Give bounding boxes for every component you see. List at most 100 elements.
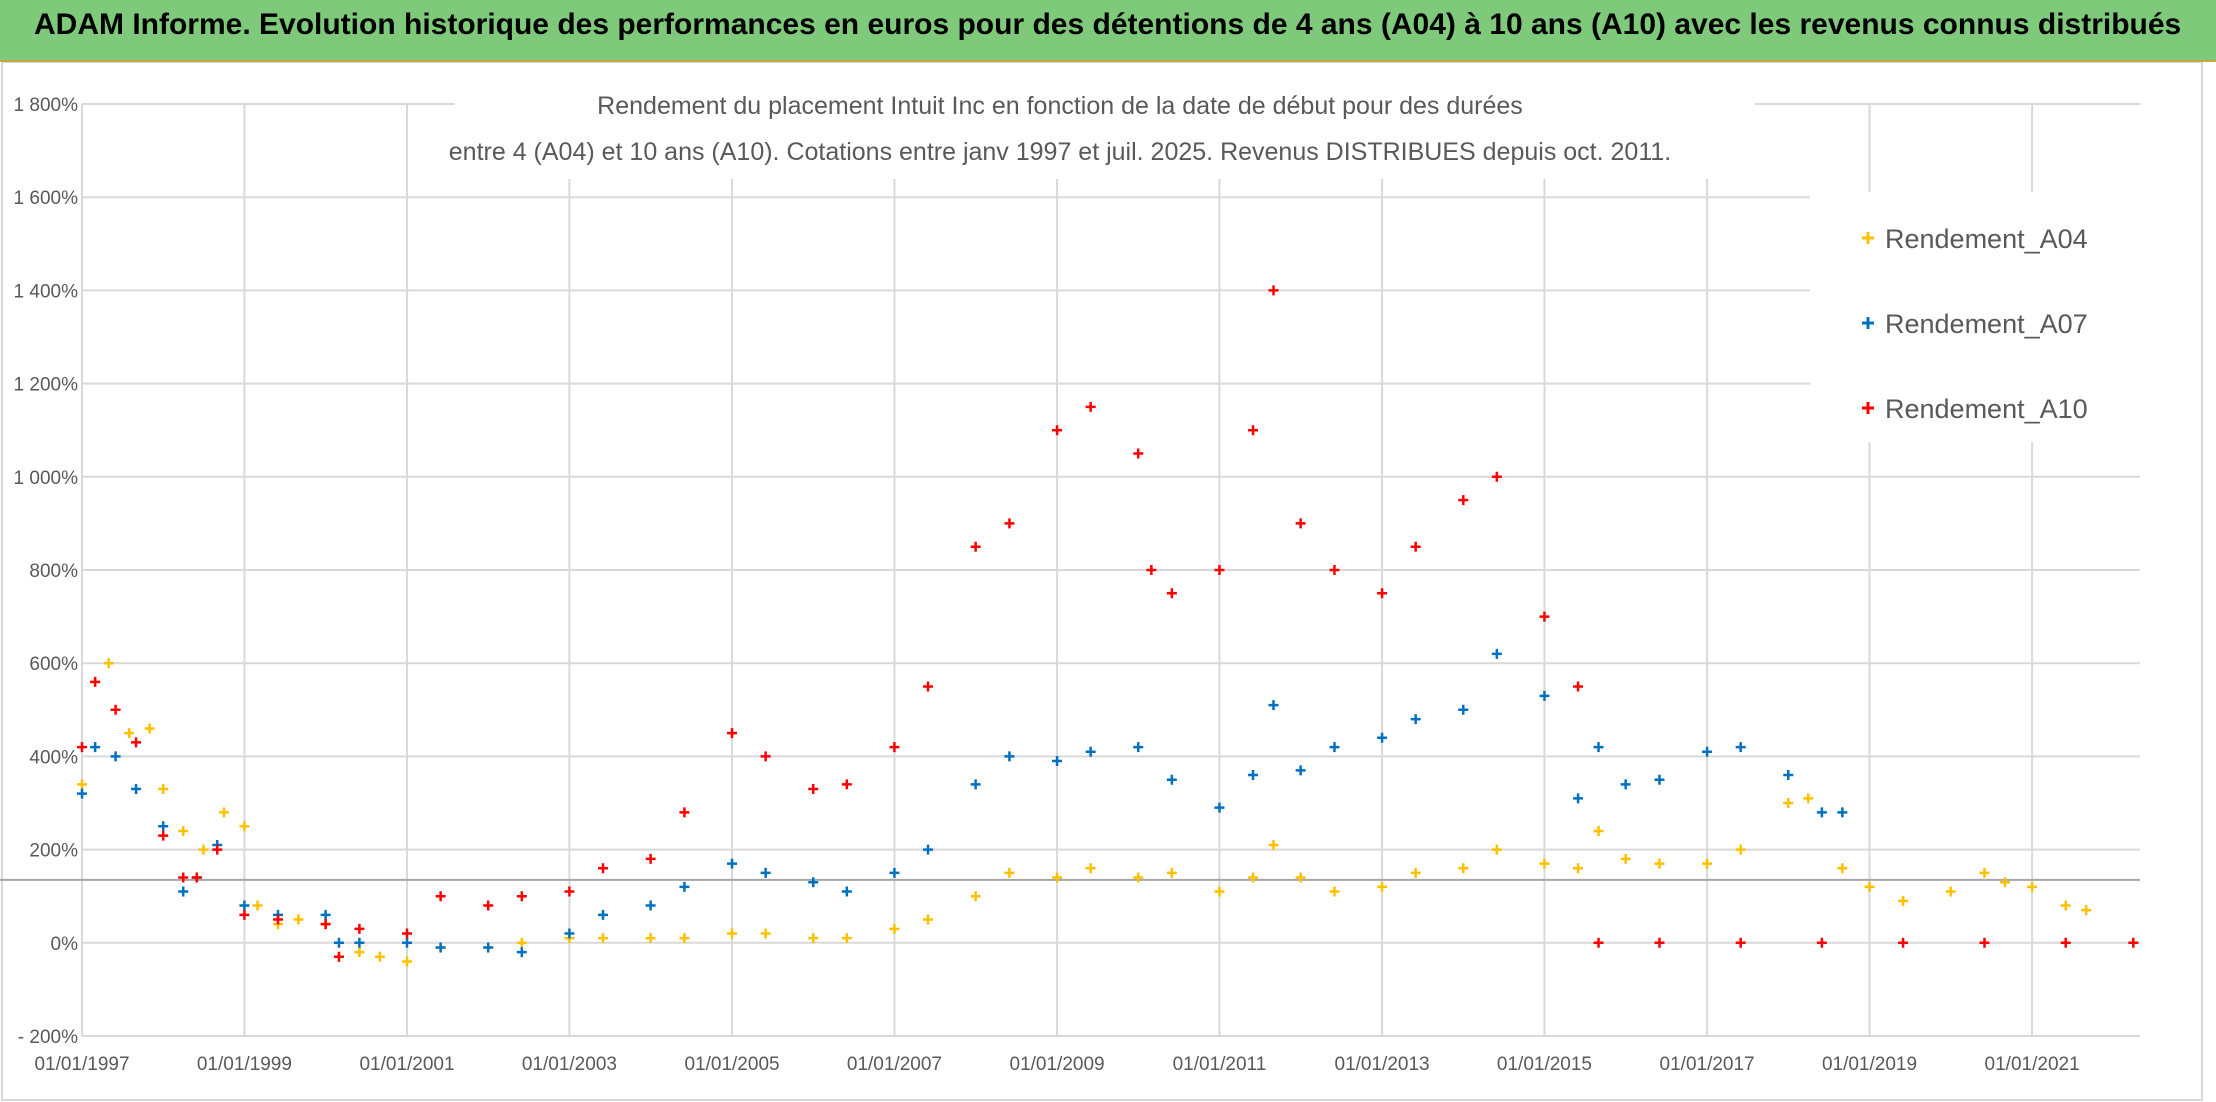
- data-point: [110, 704, 121, 715]
- data-point: [1458, 704, 1469, 715]
- data-point: [124, 728, 135, 739]
- data-point: [889, 742, 900, 753]
- y-tick-label: 1 200%: [14, 375, 79, 396]
- data-point: [1593, 742, 1604, 753]
- y-tick-label: 1 600%: [14, 188, 79, 209]
- y-tick-label: - 200%: [18, 1027, 78, 1048]
- data-point: [1735, 937, 1746, 948]
- data-point: [1248, 872, 1259, 883]
- chart-title-line-2: entre 4 (A04) et 10 ans (A10). Cotations…: [449, 138, 1671, 166]
- data-point: [1783, 798, 1794, 808]
- data-point: [679, 807, 690, 818]
- data-point: [1214, 802, 1225, 813]
- data-point: [178, 872, 189, 883]
- data-point: [333, 937, 344, 948]
- data-point: [402, 956, 413, 967]
- x-tick-label: 01/01/2009: [1010, 1054, 1105, 1075]
- data-point: [923, 681, 934, 692]
- data-point: [158, 784, 169, 795]
- data-point: [1837, 807, 1848, 818]
- data-point: [435, 891, 446, 902]
- data-point: [191, 872, 202, 883]
- data-point: [198, 844, 209, 855]
- data-point: [1898, 895, 1909, 906]
- data-point: [889, 923, 900, 934]
- x-tick-label: 01/01/1999: [197, 1054, 292, 1075]
- data-point: [90, 676, 101, 687]
- data-point: [77, 779, 87, 790]
- data-point: [1654, 774, 1665, 785]
- legend-label: Rendement_A07: [1885, 309, 2088, 339]
- data-point: [374, 951, 385, 962]
- data-point: [1133, 872, 1144, 883]
- y-axis: - 200% 0% 200% 400% 600% 800% 1 000% 1 200% 1 40…: [14, 95, 79, 1048]
- data-point: [1004, 867, 1015, 878]
- data-point: [178, 825, 189, 836]
- data-point: [1295, 518, 1306, 529]
- data-point: [1837, 863, 1848, 874]
- data-point: [333, 951, 344, 962]
- data-point: [2060, 900, 2071, 911]
- data-point: [1999, 877, 2010, 888]
- data-point: [1410, 867, 1421, 878]
- data-point: [679, 881, 690, 892]
- data-point: [645, 853, 656, 864]
- data-point: [1458, 863, 1469, 874]
- data-point: [1702, 858, 1713, 869]
- legend: Rendement_A04 Rendement_A07 Rendement_A10: [1810, 192, 2140, 442]
- data-point: [1377, 732, 1388, 743]
- data-point: [1085, 863, 1096, 874]
- data-point: [727, 928, 738, 939]
- y-tick-label: 1 000%: [14, 468, 79, 489]
- data-point: [252, 900, 263, 911]
- data-point: [1214, 886, 1225, 897]
- data-point: [110, 751, 121, 762]
- data-point: [1410, 714, 1421, 725]
- data-point: [239, 900, 250, 911]
- data-point: [1052, 872, 1063, 883]
- data-point: [645, 900, 656, 911]
- data-point: [1702, 746, 1713, 757]
- legend-marker: [1862, 317, 1874, 329]
- plot-area: [77, 285, 2139, 967]
- data-point: [1410, 541, 1421, 552]
- data-point: [1945, 886, 1956, 897]
- data-point: [516, 891, 527, 902]
- data-point: [1329, 886, 1340, 897]
- data-point: [1803, 793, 1814, 804]
- data-point: [970, 891, 981, 902]
- data-point: [598, 933, 609, 944]
- data-point: [1864, 881, 1875, 892]
- data-point: [1146, 565, 1157, 575]
- y-tick-label: 800%: [29, 561, 78, 582]
- x-tick-label: 01/01/2021: [1985, 1054, 2080, 1075]
- x-axis: 01/01/1997 01/01/1999 01/01/2001 01/01/2003…: [34, 1054, 2079, 1075]
- data-point: [1620, 779, 1631, 790]
- data-point: [1004, 518, 1015, 529]
- data-point: [2081, 905, 2092, 916]
- data-point: [1052, 756, 1063, 767]
- data-point: [293, 914, 304, 925]
- data-point: [564, 928, 575, 939]
- data-point: [1573, 793, 1584, 804]
- legend-marker: [1862, 232, 1874, 244]
- data-point: [77, 742, 87, 753]
- data-point: [1004, 751, 1015, 762]
- data-point: [2060, 937, 2071, 948]
- data-point: [1166, 867, 1177, 878]
- data-point: [178, 886, 189, 897]
- series-rendement_a07: [77, 648, 1848, 958]
- data-point: [1491, 844, 1502, 855]
- data-point: [1491, 471, 1502, 482]
- data-point: [1979, 867, 1990, 878]
- series-rendement_a10: [77, 285, 2139, 962]
- data-point: [1654, 858, 1665, 869]
- data-point: [1214, 565, 1225, 575]
- y-tick-label: 200%: [29, 841, 78, 862]
- data-point: [90, 742, 101, 753]
- data-point: [808, 933, 819, 944]
- x-tick-label: 01/01/2015: [1497, 1054, 1592, 1075]
- legend-label: Rendement_A10: [1885, 394, 2088, 424]
- legend-box: [1810, 192, 2140, 442]
- legend-marker: [1862, 402, 1874, 414]
